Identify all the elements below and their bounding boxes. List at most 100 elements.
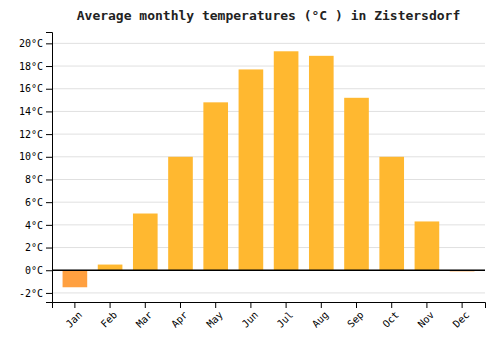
x-tick-mark: [356, 302, 357, 308]
y-tick-label: 16°C: [19, 83, 43, 94]
y-tick-mark: [46, 111, 52, 112]
x-tick-mark: [180, 302, 181, 308]
y-tick: 8°C: [25, 174, 52, 185]
y-axis: -2°C 0°C 2°C 4°C 6°C 8°C 10°C 12°C 14°C 16°C 18°C 2…: [19, 33, 53, 303]
y-tick: 12°C: [19, 129, 52, 140]
y-tick-label: 18°C: [19, 61, 43, 72]
y-axis-line: [46, 33, 53, 303]
x-tick: Apr: [169, 302, 190, 330]
bar: [309, 56, 334, 270]
x-tick-mark: [462, 302, 463, 308]
x-tick: Oct: [380, 302, 401, 330]
bars: [52, 51, 485, 287]
x-tick-mark: [74, 302, 75, 308]
y-tick-label: 4°C: [25, 220, 43, 231]
y-tick-label: -2°C: [19, 288, 43, 299]
y-tick-mark: [46, 202, 52, 203]
y-tick: 20°C: [19, 38, 52, 49]
grid-line: [52, 179, 485, 180]
bar: [168, 157, 193, 270]
x-tick: Nov: [416, 302, 437, 330]
y-tick: -2°C: [19, 288, 52, 299]
bar: [415, 221, 440, 270]
y-tick-mark: [46, 157, 52, 158]
x-tick-label: Mar: [134, 309, 155, 330]
y-tick-mark: [46, 66, 52, 67]
x-tick-label: May: [204, 309, 225, 330]
x-tick-label: Sep: [345, 309, 366, 330]
y-tick: 2°C: [25, 242, 52, 253]
x-tick-label: Nov: [416, 309, 437, 330]
x-tick-mark: [321, 302, 322, 308]
y-tick-label: 14°C: [19, 106, 43, 117]
y-tick: 4°C: [25, 220, 52, 231]
y-tick: 10°C: [19, 151, 52, 162]
x-axis-line: [53, 303, 486, 309]
x-tick-mark: [145, 302, 146, 308]
y-tick-mark: [46, 248, 52, 249]
y-tick-mark: [46, 225, 52, 226]
plot: -2°C 0°C 2°C 4°C 6°C 8°C 10°C 12°C 14°C 16°C 18°C 2…: [19, 33, 486, 330]
y-tick-label: 20°C: [19, 38, 43, 49]
zero-line: [52, 269, 485, 271]
title: Average monthly temperatures (°C ) in Zi…: [77, 8, 461, 23]
x-tick-mark: [215, 302, 216, 308]
y-tick: 16°C: [19, 83, 52, 94]
y-tick-mark: [46, 270, 52, 271]
x-tick-mark: [426, 302, 427, 308]
y-tick-mark: [46, 43, 52, 44]
grid-line: [52, 292, 485, 293]
bar: [379, 157, 404, 270]
y-tick-mark: [46, 89, 52, 90]
grid-line: [52, 66, 485, 67]
grid-line: [52, 43, 485, 44]
x-tick-label: Jun: [240, 309, 261, 330]
x-tick-label: Aug: [310, 309, 331, 330]
x-tick-label: Dec: [451, 309, 472, 330]
grid-line: [52, 202, 485, 203]
grid-line: [52, 88, 485, 89]
y-tick-label: 12°C: [19, 129, 43, 140]
chart: -2°C 0°C 2°C 4°C 6°C 8°C 10°C 12°C 14°C 16°C 18°C 2…: [0, 0, 500, 350]
y-tick: 14°C: [19, 106, 52, 117]
y-tick-label: 6°C: [25, 197, 43, 208]
y-tick-mark: [46, 293, 52, 294]
bar: [344, 98, 369, 270]
y-tick-label: 2°C: [25, 242, 43, 253]
y-tick-mark: [46, 179, 52, 180]
x-tick-mark: [110, 302, 111, 308]
x-tick: Mar: [134, 302, 155, 330]
y-tick-label: 8°C: [25, 174, 43, 185]
x-tick: Aug: [310, 302, 331, 330]
x-tick: May: [204, 302, 225, 330]
bar: [133, 214, 158, 271]
x-tick-mark: [286, 302, 287, 308]
x-tick: Sep: [345, 302, 366, 330]
y-tick: 18°C: [19, 61, 52, 72]
grid-line: [52, 270, 485, 271]
bar: [239, 69, 264, 270]
x-tick: Feb: [99, 302, 120, 330]
grid-line: [52, 156, 485, 157]
grid-line: [52, 111, 485, 112]
x-tick-mark: [391, 302, 392, 308]
bar: [274, 51, 299, 270]
y-tick: 0°C: [25, 265, 52, 276]
x-tick-label: Feb: [99, 309, 120, 330]
x-tick-label: Apr: [169, 309, 190, 330]
x-tick-label: Oct: [380, 309, 401, 330]
y-tick: 6°C: [25, 197, 52, 208]
x-tick: Dec: [451, 302, 472, 330]
bar: [63, 270, 88, 287]
x-tick: Jun: [240, 302, 261, 330]
x-tick-mark: [250, 302, 251, 308]
x-tick: Jan: [64, 302, 85, 330]
y-tick-label: 0°C: [25, 265, 43, 276]
grid: [52, 43, 485, 293]
x-tick-label: Jan: [64, 309, 85, 330]
y-tick-mark: [46, 134, 52, 135]
y-tick-label: 10°C: [19, 151, 43, 162]
x-tick-label: Jul: [275, 309, 296, 330]
grid-line: [52, 134, 485, 135]
bar: [203, 102, 228, 270]
